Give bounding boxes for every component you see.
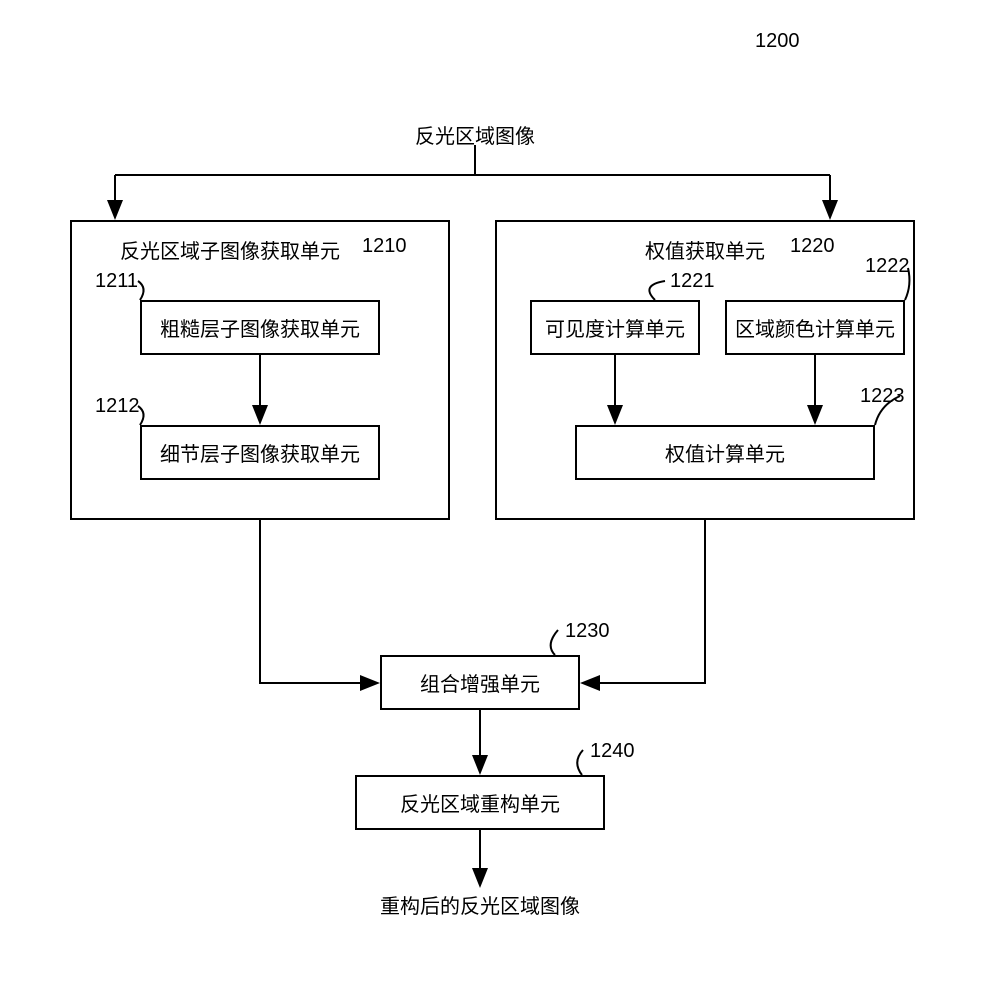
input-label: 反光区域图像 — [415, 120, 535, 149]
right-sub-a-box: 可见度计算单元 — [530, 300, 700, 355]
left-sub-a-id: 1211 — [95, 270, 138, 293]
right-sub-c-box: 权值计算单元 — [575, 425, 875, 480]
right-sub-a-label: 可见度计算单元 — [545, 313, 685, 342]
left-sub-b-box: 细节层子图像获取单元 — [140, 425, 380, 480]
output-label: 重构后的反光区域图像 — [380, 890, 580, 919]
combine-label: 组合增强单元 — [420, 668, 540, 697]
right-block-id: 1220 — [790, 235, 835, 258]
right-sub-a-id: 1221 — [670, 270, 715, 293]
reconstruct-id: 1240 — [590, 740, 635, 763]
left-sub-b-id: 1212 — [95, 395, 140, 418]
left-block-id: 1210 — [362, 235, 407, 258]
left-sub-a-box: 粗糙层子图像获取单元 — [140, 300, 380, 355]
left-block-title: 反光区域子图像获取单元 — [120, 235, 340, 264]
combine-box: 组合增强单元 — [380, 655, 580, 710]
reconstruct-box: 反光区域重构单元 — [355, 775, 605, 830]
left-sub-a-label: 粗糙层子图像获取单元 — [160, 313, 360, 342]
right-sub-c-label: 权值计算单元 — [665, 438, 785, 467]
right-block-title: 权值获取单元 — [645, 235, 765, 264]
combine-id: 1230 — [565, 620, 610, 643]
right-sub-b-label: 区域颜色计算单元 — [735, 313, 895, 342]
right-sub-b-box: 区域颜色计算单元 — [725, 300, 905, 355]
left-sub-b-label: 细节层子图像获取单元 — [160, 438, 360, 467]
diagram-id-label: 1200 — [755, 30, 800, 53]
right-sub-c-id: 1223 — [860, 385, 905, 408]
right-sub-b-id: 1222 — [865, 255, 910, 278]
reconstruct-label: 反光区域重构单元 — [400, 788, 560, 817]
